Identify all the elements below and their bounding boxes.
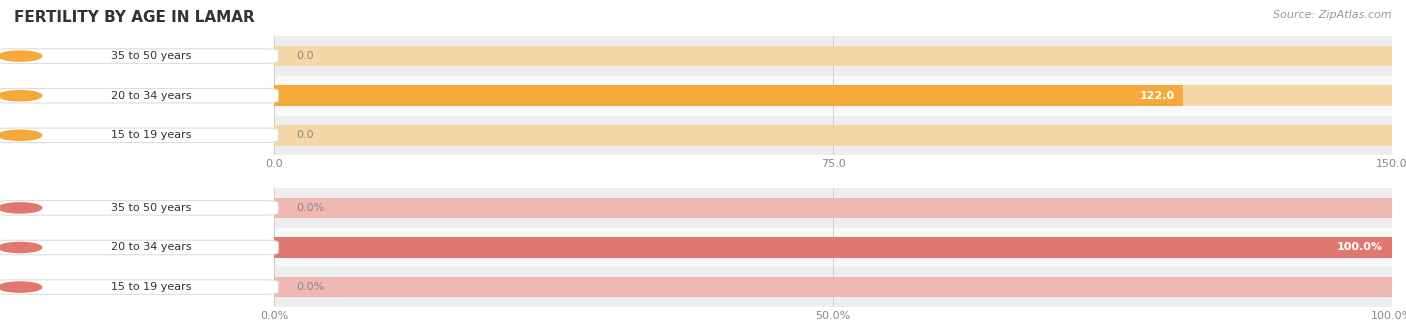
Text: 15 to 19 years: 15 to 19 years <box>111 130 191 140</box>
Bar <box>274 76 1392 116</box>
Text: 35 to 50 years: 35 to 50 years <box>111 51 191 61</box>
Bar <box>274 36 1392 76</box>
Text: 15 to 19 years: 15 to 19 years <box>111 282 191 292</box>
Text: 20 to 34 years: 20 to 34 years <box>111 243 191 252</box>
Bar <box>274 85 1184 106</box>
Text: 0.0: 0.0 <box>297 130 314 140</box>
Text: 20 to 34 years: 20 to 34 years <box>111 91 191 101</box>
Bar <box>274 267 1392 307</box>
Text: FERTILITY BY AGE IN LAMAR: FERTILITY BY AGE IN LAMAR <box>14 10 254 25</box>
Text: 0.0%: 0.0% <box>297 282 325 292</box>
Bar <box>274 198 1392 218</box>
Text: Source: ZipAtlas.com: Source: ZipAtlas.com <box>1274 10 1392 20</box>
Bar <box>274 237 1392 258</box>
Bar <box>274 188 1392 228</box>
Text: 100.0%: 100.0% <box>1337 243 1384 252</box>
Text: 0.0: 0.0 <box>297 51 314 61</box>
Bar <box>274 85 1392 106</box>
Text: 0.0%: 0.0% <box>297 203 325 213</box>
Bar <box>274 277 1392 297</box>
Text: 122.0: 122.0 <box>1139 91 1174 101</box>
Bar <box>274 115 1392 155</box>
Bar <box>274 46 1392 66</box>
Bar <box>274 125 1392 146</box>
Bar <box>274 228 1392 267</box>
Bar <box>274 237 1392 258</box>
Text: 35 to 50 years: 35 to 50 years <box>111 203 191 213</box>
